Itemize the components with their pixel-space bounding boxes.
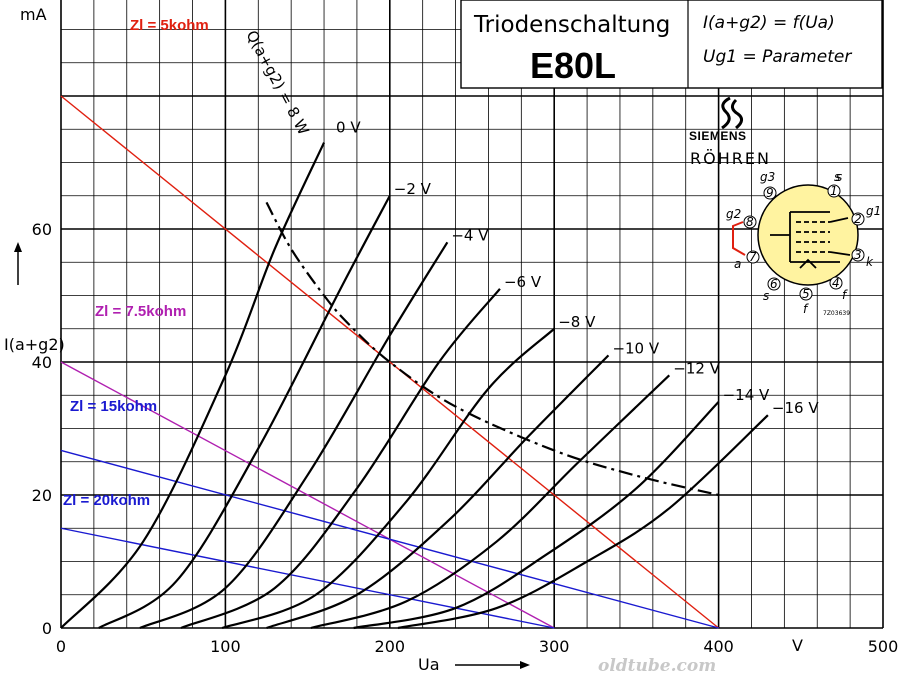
load-line-label: Zl = 7.5kohm: [95, 303, 186, 320]
load-line-label: Zl = 20kohm: [63, 492, 150, 509]
x-axis-unit: V: [792, 636, 803, 655]
load-line-labels: Zl = 5kohm Zl = 7.5kohm Zl = 15kohm Zl = 20…: [63, 17, 209, 509]
siemens-logo: SIEMENS RÖHREN: [689, 96, 771, 168]
y-axis-arrow-head: [14, 242, 22, 252]
load-line: [60, 95, 720, 629]
curve-group: [60, 142, 769, 630]
x-tick-label: 100: [210, 637, 241, 656]
pin-number: 2: [854, 212, 862, 226]
siemens-emblem-icon: [721, 96, 743, 130]
load-line: [60, 449, 719, 629]
load-line: [60, 361, 555, 629]
pin-label: a: [734, 257, 741, 271]
tick-labels: 0 100 200 300 400 500 0 20 40 60: [32, 220, 899, 656]
pin-number: 4: [832, 276, 840, 290]
characteristic-curve: [310, 374, 671, 630]
dissipation-curve: [265, 201, 719, 497]
y-axis-label: I(a+g2): [4, 335, 65, 354]
curve-label: −16 V: [772, 399, 819, 417]
chart-title: Triodenschaltung: [473, 12, 670, 38]
load-line-label: Zl = 5kohm: [130, 17, 209, 34]
characteristic-curve: [60, 142, 326, 629]
x-tick-label: 200: [375, 637, 406, 656]
pin-number: 9: [766, 186, 774, 200]
pin-number: 1: [830, 184, 838, 198]
pin-number: 7: [749, 250, 757, 264]
pin-bridge-line: [732, 221, 746, 256]
pin-label: g3: [760, 170, 775, 184]
pin-label: g2: [726, 207, 741, 221]
title-box: [460, 0, 883, 89]
curve-label: −4 V: [451, 226, 489, 244]
dissipation-curve-label: Q(a+g2) = 8 W: [242, 27, 312, 138]
electrode-structure-icon: [770, 211, 851, 269]
pin-label: f: [803, 302, 809, 316]
characteristic-curve: [180, 288, 501, 630]
watermark-text: oldtube.com: [598, 656, 716, 676]
tube-base-circle: [757, 184, 859, 286]
x-axis-label: Ua: [418, 655, 440, 674]
pin-circles: [743, 184, 865, 301]
curve-label: −8 V: [558, 313, 596, 331]
dissipation-curve-group: Q(a+g2) = 8 W: [242, 27, 719, 497]
pin-label: g1: [866, 204, 881, 218]
characteristic-curve: [266, 354, 610, 630]
load-line-label: Zl = 15kohm: [70, 398, 157, 415]
characteristic-curve: [139, 241, 449, 630]
x-tick-label: 300: [539, 637, 570, 656]
parameter-text: Ug1 = Parameter: [703, 47, 852, 67]
pin-number: 5: [802, 287, 810, 301]
curve-label: −6 V: [504, 273, 542, 291]
y-tick-label: 20: [32, 486, 52, 505]
load-lines: [60, 95, 720, 629]
y-tick-label: 0: [42, 619, 52, 638]
pin-label: s: [834, 170, 840, 184]
tube-type: E80L: [530, 45, 616, 86]
pin-number: 3: [854, 248, 862, 262]
logo-brand: SIEMENS: [689, 129, 747, 143]
curve-labels: 0 V −2 V −4 V −6 V −8 V −10 V −12 V−14 V−16 V: [336, 119, 819, 418]
curve-label: −12 V: [673, 359, 720, 377]
grid: [60, 0, 884, 629]
characteristic-curve: [353, 401, 720, 630]
y-tick-label: 60: [32, 220, 52, 239]
pin-label: s: [763, 289, 769, 303]
pinout-diagram: 1 2 3 4 5 6 7 8 9 s g1 k f f s a g2 g3 s…: [726, 170, 881, 317]
x-tick-label: 400: [703, 637, 734, 656]
x-tick-label: 0: [56, 637, 66, 656]
curve-label: −14 V: [723, 386, 770, 404]
pin-label: k: [866, 255, 874, 269]
pin-number: 6: [770, 277, 778, 291]
pin-label: f: [842, 288, 848, 302]
curve-label: 0 V: [336, 119, 361, 137]
curve-label: −2 V: [394, 180, 432, 198]
pin-label: s: [836, 170, 842, 184]
logo-subtitle: RÖHREN: [690, 149, 771, 168]
pin-number: 8: [746, 215, 754, 229]
x-tick-label: 500: [868, 637, 899, 656]
curve-label: −10 V: [612, 339, 659, 357]
load-line: [60, 527, 555, 629]
characteristic-curve: [221, 327, 555, 630]
formula-text: I(a+g2) = f(Ua): [703, 13, 835, 33]
y-axis-unit: mA: [20, 5, 47, 24]
x-axis-arrow-head: [520, 661, 530, 669]
pinout-code: 7Z03639: [823, 310, 850, 317]
characteristic-curve: [397, 414, 769, 630]
y-tick-label: 40: [32, 353, 52, 372]
characteristic-curve: [98, 195, 391, 629]
